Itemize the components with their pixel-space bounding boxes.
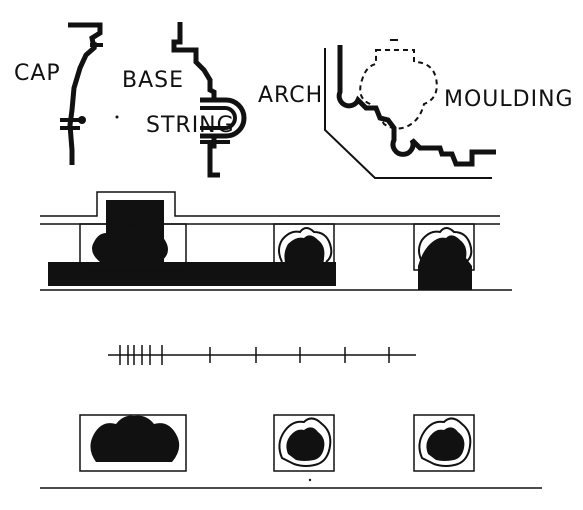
ink-dot [115,115,119,119]
band-quatrefoil-3 [413,223,475,290]
cap-label: CAP [14,61,61,86]
ink-dot [308,478,312,482]
cap-profile [60,22,103,165]
string-label: STRING [146,113,235,138]
band-quatrefoil-2 [273,223,335,271]
moulding-label: MOULDING [444,87,574,112]
panel-quatrefoil-2 [273,414,335,472]
band-quatrefoil-1 [79,223,187,271]
panel-quatrefoil-3 [413,414,475,472]
panel-quatrefoil-1 [79,414,187,472]
scale-bar [108,345,416,365]
arch-moulding-profile [324,39,496,179]
arch-label: ARCH [258,83,323,108]
base-label: BASE [122,68,184,93]
base-string-profile [171,22,247,178]
